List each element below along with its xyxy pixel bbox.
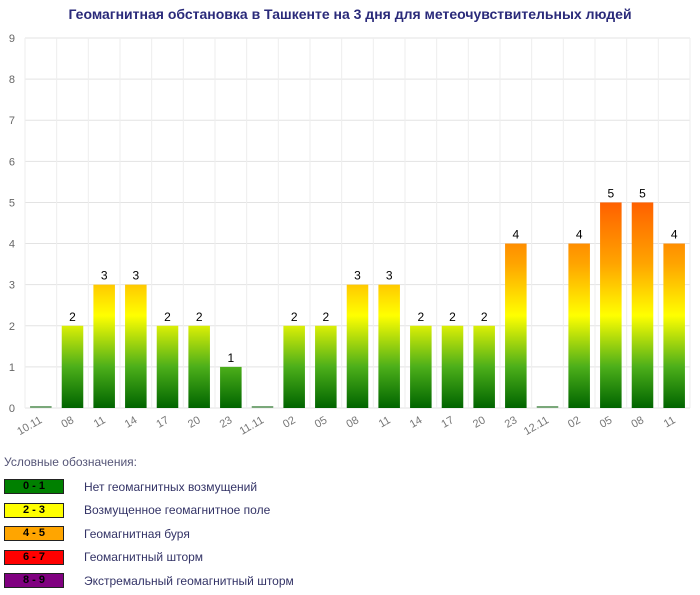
legend-swatch: 8 - 9	[4, 573, 64, 589]
x-tick-label: 05	[313, 414, 330, 431]
y-tick-label: 5	[9, 197, 15, 209]
data-label: 2	[196, 310, 203, 324]
y-tick-label: 1	[9, 362, 15, 374]
data-label: 3	[354, 269, 361, 283]
data-label: 4	[671, 228, 678, 242]
y-tick-label: 3	[9, 280, 15, 292]
grid	[24, 37, 691, 409]
x-tick-label: 14	[123, 414, 140, 431]
bar	[600, 202, 622, 408]
bar	[631, 202, 654, 408]
bar	[473, 325, 495, 408]
x-tick-label: 20	[186, 414, 203, 431]
data-label: 2	[69, 310, 76, 324]
legend-label: Нет геомагнитных возмущений	[84, 479, 258, 494]
data-label: 2	[322, 310, 329, 324]
y-tick-label: 2	[9, 321, 15, 333]
x-tick-label: 08	[629, 414, 646, 431]
bar	[156, 325, 179, 408]
bars	[30, 202, 685, 408]
y-tick-label: 4	[9, 239, 15, 251]
data-label: 5	[639, 186, 646, 200]
legend-swatch: 6 - 7	[4, 549, 64, 565]
y-tick-label: 6	[9, 156, 15, 168]
x-axis: 10.11 08 11 14 17 20 23 11.11 02 05 08 11 14 17 20 23 12…	[15, 414, 677, 438]
legend-swatch: 4 - 5	[4, 526, 64, 542]
bar	[93, 284, 115, 408]
bar	[410, 325, 432, 408]
bar	[125, 284, 147, 408]
data-label: 2	[481, 310, 488, 324]
legend-item-calm: 0 - 1 Нет геомагнитных возмущений	[4, 475, 424, 499]
chart: 23 32 212 23 32 2 24 45 54 10.11 08 11 14 17 20 23 11.1…	[9, 33, 691, 438]
legend-label: Возмущенное геомагнитное поле	[84, 503, 271, 518]
legend-item-extreme: 8 - 9 Экстремальный геомагнитный шторм	[4, 569, 424, 593]
legend-title: Условные обозначения:	[4, 455, 137, 469]
legend-label: Геомагнитная буря	[84, 526, 190, 541]
x-tick-label: 17	[154, 414, 171, 431]
bar	[441, 325, 464, 408]
x-tick-label: 11.11	[238, 414, 266, 437]
x-tick-label: 11	[377, 414, 393, 430]
x-tick-label: 05	[598, 414, 615, 431]
data-label: 4	[576, 228, 583, 242]
legend-label: Экстремальный геомагнитный шторм	[84, 573, 294, 588]
legend-item-storm: 4 - 5 Геомагнитная буря	[4, 522, 424, 546]
bar	[505, 243, 527, 408]
data-label: 4	[512, 228, 519, 242]
legend-label: Геомагнитный шторм	[84, 550, 204, 565]
bar	[346, 284, 369, 408]
data-label: 1	[227, 351, 234, 365]
legend: Условные обозначения: 0 - 1 Нет геомагни…	[4, 455, 424, 593]
data-label: 3	[386, 269, 393, 283]
legend-item-severe: 6 - 7 Геомагнитный шторм	[4, 546, 424, 570]
data-label: 2	[291, 310, 298, 324]
x-tick-label: 20	[471, 414, 488, 431]
x-tick-label: 17	[439, 414, 456, 431]
data-label: 5	[607, 186, 614, 200]
x-tick-label: 08	[59, 414, 76, 431]
x-tick-label: 02	[281, 414, 298, 431]
y-tick-label: 9	[9, 33, 15, 45]
legend-swatch: 2 - 3	[4, 502, 64, 518]
bar	[315, 325, 337, 408]
data-labels: 2 3 3 2 2 1 2 2 3 3 2 2 2 4 4 5 5 4	[69, 186, 678, 364]
data-label: 2	[164, 310, 171, 324]
x-tick-label: 11	[92, 414, 108, 430]
legend-swatch: 0 - 1	[4, 479, 64, 495]
data-label: 3	[132, 269, 139, 283]
data-label: 2	[417, 310, 424, 324]
x-tick-label: 23	[503, 414, 520, 431]
x-tick-label: 11	[662, 414, 678, 430]
data-label: 2	[449, 310, 456, 324]
bar	[568, 243, 590, 408]
bar	[663, 243, 685, 408]
y-tick-label: 8	[9, 74, 15, 86]
x-tick-label: 14	[408, 414, 425, 431]
bar	[283, 325, 305, 408]
x-tick-label: 23	[218, 414, 235, 431]
x-tick-label: 08	[344, 414, 361, 431]
x-tick-label: 12.11	[522, 414, 551, 438]
bar	[61, 325, 84, 408]
x-tick-label: 10.11	[15, 414, 44, 438]
bar	[220, 366, 242, 408]
y-axis: 0 1 2 3 4 5 6 7 8 9	[9, 33, 15, 415]
y-tick-label: 0	[9, 403, 15, 415]
chart-title: Геомагнитная обстановка в Ташкенте на 3 …	[68, 6, 632, 22]
data-label: 3	[101, 269, 108, 283]
bar	[188, 325, 210, 408]
x-tick-label: 02	[566, 414, 583, 431]
bar	[378, 284, 400, 408]
legend-item-disturbed: 2 - 3 Возмущенное геомагнитное поле	[4, 499, 424, 523]
y-tick-label: 7	[9, 115, 15, 127]
